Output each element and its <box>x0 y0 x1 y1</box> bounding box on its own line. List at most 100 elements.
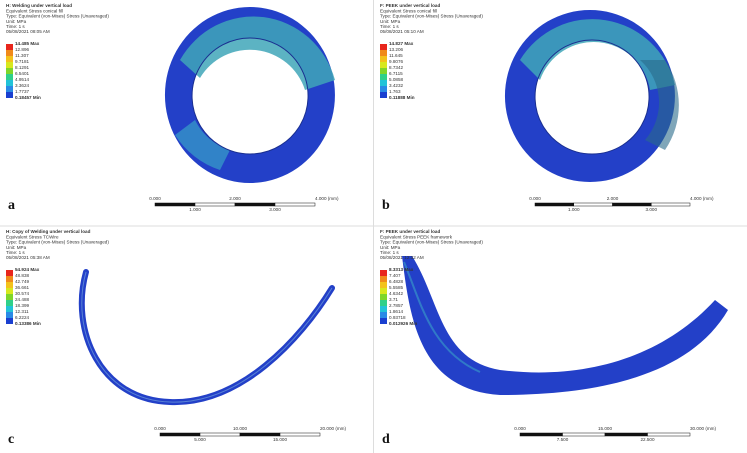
scale-label: 10.000 <box>233 426 247 431</box>
legend-label: 9.8076 <box>389 59 403 64</box>
scale-label: 15.000 <box>598 426 612 431</box>
scale-bar-segment <box>239 432 281 437</box>
header-line: F: PEEK under vertical load <box>380 3 440 8</box>
scale-bar-segment <box>279 432 321 437</box>
header-line: H: Copy of Welding under vertical load <box>6 229 91 234</box>
model-ring <box>504 10 679 182</box>
header-line: Time: 1 s <box>380 24 399 29</box>
legend-label: 18.399 <box>15 303 29 308</box>
scale-bar-segment <box>519 432 563 437</box>
legend-swatch <box>380 270 387 276</box>
legend-label: 14.485 Max <box>15 41 40 46</box>
legend-swatch <box>6 276 13 282</box>
legend-label: 2.7857 <box>389 303 403 308</box>
legend-label: 12.896 <box>15 47 29 52</box>
scale-bar-segment <box>647 432 691 437</box>
panel-letter: a <box>8 198 15 213</box>
panel-letter: b <box>382 198 390 213</box>
model-wire <box>78 269 335 406</box>
legend-label: 9.7181 <box>15 59 29 64</box>
scale-label: 7.500 <box>557 437 569 442</box>
legend-label: 0.13386 Min <box>15 321 41 326</box>
header-line: 05/08/2021 05:10 AM <box>380 29 424 34</box>
legend-label: 3.71 <box>389 297 398 302</box>
legend-swatch <box>380 282 387 288</box>
legend-swatch <box>6 62 13 68</box>
scale-label: 0.000 <box>529 196 541 201</box>
scale-label: 3.000 <box>269 207 281 212</box>
legend-label: 4.6342 <box>389 291 403 296</box>
legend-swatch <box>380 50 387 56</box>
legend-swatch <box>6 288 13 294</box>
legend-label: 1.8614 <box>389 309 403 314</box>
legend-label: 54.924 Max <box>15 267 40 272</box>
legend-swatch <box>380 300 387 306</box>
scale-label: 20.000 (mm) <box>320 426 347 431</box>
legend-swatch <box>6 56 13 62</box>
scale-label: 0.000 <box>154 426 166 431</box>
header-line: 05/08/2021 08:05 AM <box>6 29 50 34</box>
header-line: H: Welding under vertical load <box>6 3 72 8</box>
legend-label: 0.93718 <box>389 315 406 320</box>
header-line: Unit: MPa <box>6 19 27 24</box>
legend-label: 6.2224 <box>15 315 29 320</box>
legend-swatch <box>380 56 387 62</box>
legend-label: 5.0858 <box>389 77 403 82</box>
scale-bar-segment <box>612 202 652 207</box>
header-line: Equivalent Stress conical fill <box>6 8 63 13</box>
legend-swatch <box>380 288 387 294</box>
legend-label: 1.7737 <box>15 89 29 94</box>
scale-bar-segment <box>234 202 276 207</box>
legend-swatch <box>6 318 13 324</box>
scale-bar-segment <box>194 202 236 207</box>
legend-label: 0.18457 Min <box>15 95 41 100</box>
header-line: Type: Equivalent (von-Mises) Stress (Una… <box>380 14 483 19</box>
legend-label: 11.307 <box>15 53 29 58</box>
scale-bar-segment <box>274 202 316 207</box>
scale-label: 0.000 <box>149 196 161 201</box>
scale-label: 4.000 (mm) <box>315 196 339 201</box>
legend-label: 8.7342 <box>389 65 403 70</box>
scale-label: 3.000 <box>646 207 658 212</box>
legend-swatch <box>380 92 387 98</box>
scale-label: 2.000 <box>607 196 619 201</box>
header-line: 05/08/2021 05:38 AM <box>6 255 50 260</box>
legend-swatch <box>380 312 387 318</box>
legend-swatch <box>380 62 387 68</box>
legend-label: 7.407 <box>389 273 401 278</box>
header-line: Unit: MPa <box>6 245 27 250</box>
header-line: Time: 1 s <box>380 250 399 255</box>
legend-swatch <box>6 312 13 318</box>
legend-label: 14.827 Max <box>389 41 414 46</box>
header-line: Type: Equivalent (von-Mises) Stress (Una… <box>6 240 109 245</box>
header-line: Equivalent Stress TCWire <box>6 234 59 239</box>
legend-swatch <box>6 270 13 276</box>
legend-swatch <box>380 318 387 324</box>
scale-label: 0.000 <box>514 426 526 431</box>
legend-label: 48.838 <box>15 273 29 278</box>
legend-swatch <box>380 294 387 300</box>
legend-swatch <box>6 86 13 92</box>
panel-letter: c <box>8 432 14 447</box>
legend-label: 6.7115 <box>389 71 403 76</box>
header-line: Unit: MPa <box>380 245 401 250</box>
legend-label: 24.488 <box>15 297 29 302</box>
scale-bar-segment <box>604 432 648 437</box>
legend-swatch <box>380 306 387 312</box>
legend-swatch <box>6 92 13 98</box>
legend-swatch <box>6 44 13 50</box>
legend-swatch <box>380 74 387 80</box>
legend-label: 4.9514 <box>15 77 29 82</box>
scale-bar-segment <box>154 202 196 207</box>
scale-label: 5.000 <box>194 437 206 442</box>
legend-label: 42.749 <box>15 279 29 284</box>
header-line: Equivalent Stress conical fill <box>380 8 437 13</box>
scale-label: 4.000 (mm) <box>690 196 714 201</box>
legend-label: 3.3624 <box>15 83 29 88</box>
scale-label: 22.500 <box>640 437 654 442</box>
scale-label: 30.000 (mm) <box>690 426 717 431</box>
scale-label: 15.000 <box>273 437 287 442</box>
legend-swatch <box>380 68 387 74</box>
model-ring <box>164 7 335 183</box>
